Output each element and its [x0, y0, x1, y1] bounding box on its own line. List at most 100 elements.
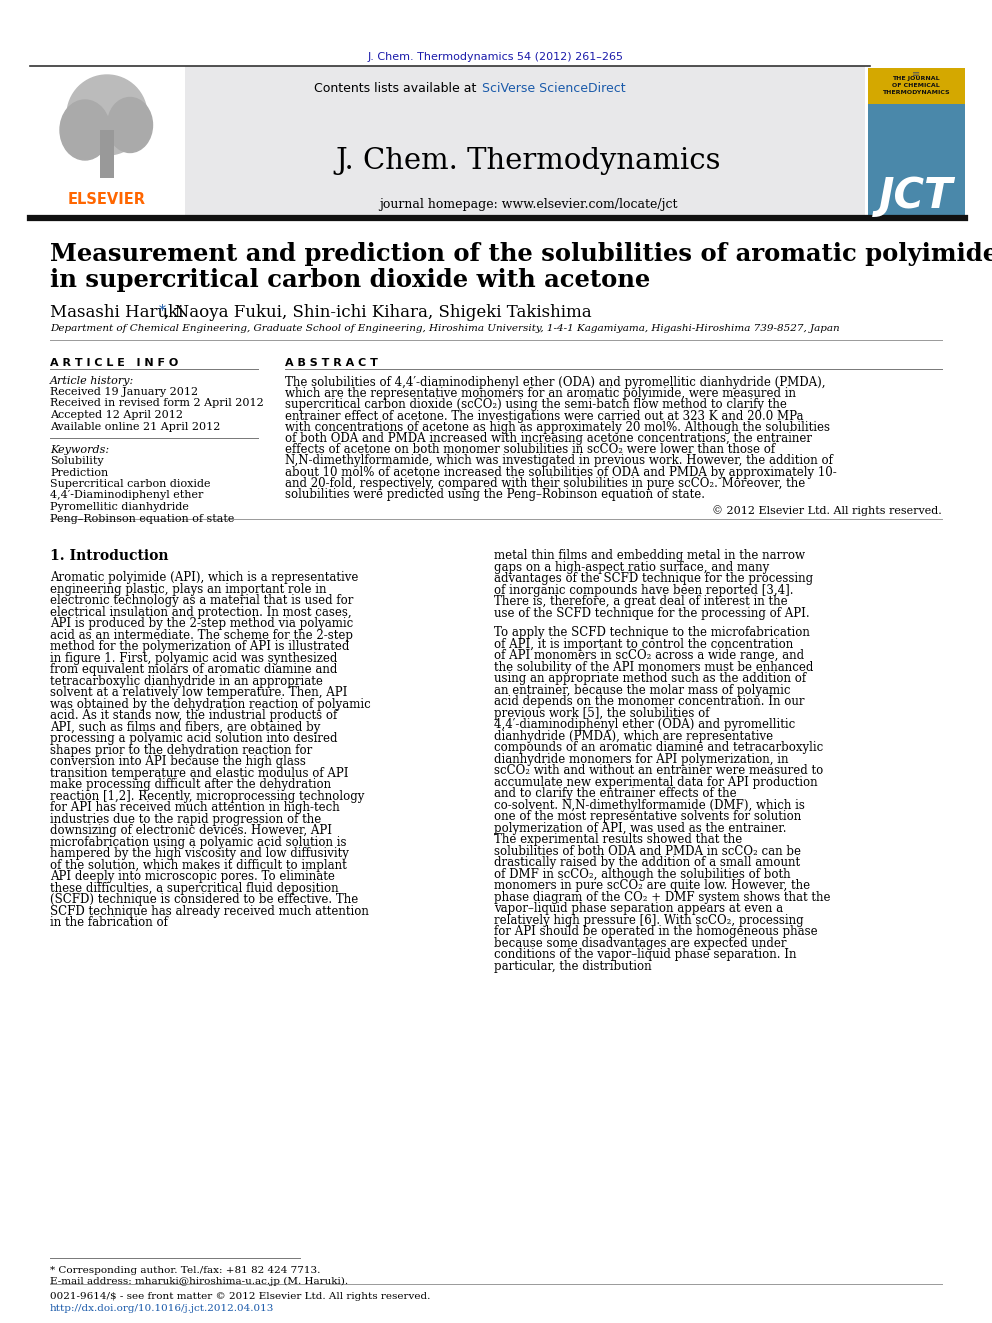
Text: an entrainer, because the molar mass of polyamic: an entrainer, because the molar mass of …	[494, 684, 791, 697]
Text: phase diagram of the CO₂ + DMF system shows that the: phase diagram of the CO₂ + DMF system sh…	[494, 890, 830, 904]
Text: method for the polymerization of API is illustrated: method for the polymerization of API is …	[50, 640, 349, 654]
Text: solvent at a relatively low temperature. Then, API: solvent at a relatively low temperature.…	[50, 687, 347, 699]
Text: in figure 1. First, polyamic acid was synthesized: in figure 1. First, polyamic acid was sy…	[50, 652, 337, 664]
Text: 1. Introduction: 1. Introduction	[50, 549, 169, 564]
Text: The solubilities of 4,4′-diaminodiphenyl ether (ODA) and pyromellitic dianhydrid: The solubilities of 4,4′-diaminodiphenyl…	[285, 376, 825, 389]
Text: Department of Chemical Engineering, Graduate School of Engineering, Hiroshima Un: Department of Chemical Engineering, Grad…	[50, 324, 839, 333]
Text: reaction [1,2]. Recently, microprocessing technology: reaction [1,2]. Recently, microprocessin…	[50, 790, 364, 803]
Text: and to clarify the entrainer effects of the: and to clarify the entrainer effects of …	[494, 787, 737, 800]
Text: previous work [5], the solubilities of: previous work [5], the solubilities of	[494, 706, 709, 720]
Text: using an appropriate method such as the addition of: using an appropriate method such as the …	[494, 672, 806, 685]
Text: API deeply into microscopic pores. To eliminate: API deeply into microscopic pores. To el…	[50, 871, 335, 884]
Ellipse shape	[60, 101, 110, 160]
Text: * Corresponding author. Tel./fax: +81 82 424 7713.: * Corresponding author. Tel./fax: +81 82…	[50, 1266, 320, 1275]
Text: JCT: JCT	[879, 175, 953, 217]
Text: make processing difficult after the dehydration: make processing difficult after the dehy…	[50, 778, 331, 791]
Text: acid. As it stands now, the industrial products of: acid. As it stands now, the industrial p…	[50, 709, 337, 722]
Text: one of the most representative solvents for solution: one of the most representative solvents …	[494, 810, 802, 823]
Text: ELSEVIER: ELSEVIER	[68, 192, 146, 206]
Text: advantages of the SCFD technique for the processing: advantages of the SCFD technique for the…	[494, 573, 813, 585]
Text: vapor–liquid phase separation appears at even a: vapor–liquid phase separation appears at…	[494, 902, 783, 916]
Text: http://dx.doi.org/10.1016/j.jct.2012.04.013: http://dx.doi.org/10.1016/j.jct.2012.04.…	[50, 1304, 275, 1312]
Text: of both ODA and PMDA increased with increasing acetone concentrations, the entra: of both ODA and PMDA increased with incr…	[285, 433, 812, 445]
Text: *: *	[159, 304, 166, 318]
Text: was obtained by the dehydration reaction of polyamic: was obtained by the dehydration reaction…	[50, 697, 371, 710]
Text: A R T I C L E   I N F O: A R T I C L E I N F O	[50, 359, 179, 368]
Text: , Naoya Fukui, Shin-ichi Kihara, Shigeki Takishima: , Naoya Fukui, Shin-ichi Kihara, Shigeki…	[164, 304, 591, 321]
Text: N,N-dimethylformamide, which was investigated in previous work. However, the add: N,N-dimethylformamide, which was investi…	[285, 454, 833, 467]
Text: There is, therefore, a great deal of interest in the: There is, therefore, a great deal of int…	[494, 595, 788, 609]
Text: in the fabrication of: in the fabrication of	[50, 917, 168, 929]
Text: dianhydride monomers for API polymerization, in: dianhydride monomers for API polymerizat…	[494, 753, 789, 766]
Text: transition temperature and elastic modulus of API: transition temperature and elastic modul…	[50, 767, 348, 779]
Text: conditions of the vapor–liquid phase separation. In: conditions of the vapor–liquid phase sep…	[494, 949, 797, 962]
Text: hampered by the high viscosity and low diffusivity: hampered by the high viscosity and low d…	[50, 847, 349, 860]
Text: the solubility of the API monomers must be enhanced: the solubility of the API monomers must …	[494, 660, 813, 673]
Text: conversion into API because the high glass: conversion into API because the high gla…	[50, 755, 306, 769]
Text: 0021-9614/$ - see front matter © 2012 Elsevier Ltd. All rights reserved.: 0021-9614/$ - see front matter © 2012 El…	[50, 1293, 431, 1301]
Text: E-mail address: mharuki@hiroshima-u.ac.jp (M. Haruki).: E-mail address: mharuki@hiroshima-u.ac.j…	[50, 1277, 348, 1286]
Text: SciVerse ScienceDirect: SciVerse ScienceDirect	[482, 82, 626, 95]
Bar	[868, 66, 965, 218]
Text: accumulate new experimental data for API production: accumulate new experimental data for API…	[494, 775, 817, 789]
Text: and 20-fold, respectively, compared with their solubilities in pure scCO₂. Moreo: and 20-fold, respectively, compared with…	[285, 476, 806, 490]
Text: © 2012 Elsevier Ltd. All rights reserved.: © 2012 Elsevier Ltd. All rights reserved…	[712, 505, 942, 516]
Text: Article history:: Article history:	[50, 376, 134, 386]
Text: THE JOURNAL: THE JOURNAL	[892, 75, 939, 81]
Text: electrical insulation and protection. In most cases,: electrical insulation and protection. In…	[50, 606, 351, 619]
Text: use of the SCFD technique for the processing of API.: use of the SCFD technique for the proces…	[494, 607, 809, 619]
Text: SCFD technique has already received much attention: SCFD technique has already received much…	[50, 905, 369, 918]
Text: these difficulties, a supercritical fluid deposition: these difficulties, a supercritical flui…	[50, 881, 338, 894]
Text: Received in revised form 2 April 2012: Received in revised form 2 April 2012	[50, 398, 264, 409]
Text: metal thin films and embedding metal in the narrow: metal thin films and embedding metal in …	[494, 549, 805, 562]
Text: Prediction: Prediction	[50, 467, 108, 478]
Text: A B S T R A C T: A B S T R A C T	[285, 359, 378, 368]
Text: processing a polyamic acid solution into desired: processing a polyamic acid solution into…	[50, 732, 337, 745]
Text: Keywords:: Keywords:	[50, 445, 109, 455]
Ellipse shape	[67, 75, 147, 155]
Text: Supercritical carbon dioxide: Supercritical carbon dioxide	[50, 479, 210, 490]
Text: dianhydride (PMDA), which are representative: dianhydride (PMDA), which are representa…	[494, 730, 773, 742]
Text: 4,4′-diaminodiphenyl ether (ODA) and pyromellitic: 4,4′-diaminodiphenyl ether (ODA) and pyr…	[494, 718, 796, 732]
Text: Peng–Robinson equation of state: Peng–Robinson equation of state	[50, 513, 234, 524]
Text: The experimental results showed that the: The experimental results showed that the	[494, 833, 742, 847]
Text: of the solution, which makes it difficult to implant: of the solution, which makes it difficul…	[50, 859, 347, 872]
Text: Pyromellitic dianhydride: Pyromellitic dianhydride	[50, 501, 188, 512]
Text: Contents lists available at: Contents lists available at	[313, 82, 480, 95]
Text: because some disadvantages are expected under: because some disadvantages are expected …	[494, 937, 787, 950]
Text: Received 19 January 2012: Received 19 January 2012	[50, 388, 198, 397]
Ellipse shape	[107, 98, 153, 152]
Text: (SCFD) technique is considered to be effective. The: (SCFD) technique is considered to be eff…	[50, 893, 358, 906]
Text: effects of acetone on both monomer solubilities in scCO₂ were lower than those o: effects of acetone on both monomer solub…	[285, 443, 775, 456]
Text: Measurement and prediction of the solubilities of aromatic polyimide monomers: Measurement and prediction of the solubi…	[50, 242, 992, 266]
Text: of API, it is important to control the concentration: of API, it is important to control the c…	[494, 638, 794, 651]
Text: polymerization of API, was used as the entrainer.: polymerization of API, was used as the e…	[494, 822, 787, 835]
Text: entrainer effect of acetone. The investigations were carried out at 323 K and 20: entrainer effect of acetone. The investi…	[285, 410, 804, 422]
Text: for API has received much attention in high-tech: for API has received much attention in h…	[50, 802, 339, 814]
Text: scCO₂ with and without an entrainer were measured to: scCO₂ with and without an entrainer were…	[494, 765, 823, 777]
Text: drastically raised by the addition of a small amount: drastically raised by the addition of a …	[494, 856, 801, 869]
Text: monomers in pure scCO₂ are quite low. However, the: monomers in pure scCO₂ are quite low. Ho…	[494, 880, 810, 892]
Text: of API monomers in scCO₂ across a wide range, and: of API monomers in scCO₂ across a wide r…	[494, 650, 805, 663]
Text: Solubility: Solubility	[50, 456, 103, 466]
Bar	[185, 66, 865, 218]
Text: for API should be operated in the homogeneous phase: for API should be operated in the homoge…	[494, 925, 817, 938]
Text: solubilities were predicted using the Peng–Robinson equation of state.: solubilities were predicted using the Pe…	[285, 488, 705, 501]
Text: J. Chem. Thermodynamics: J. Chem. Thermodynamics	[335, 147, 721, 175]
Text: supercritical carbon dioxide (scCO₂) using the semi-batch flow method to clarify: supercritical carbon dioxide (scCO₂) usi…	[285, 398, 787, 411]
Bar	[100, 130, 114, 179]
Text: Aromatic polyimide (API), which is a representative: Aromatic polyimide (API), which is a rep…	[50, 572, 358, 585]
Text: in supercritical carbon dioxide with acetone: in supercritical carbon dioxide with ace…	[50, 269, 650, 292]
Bar	[868, 66, 965, 105]
Text: ≡: ≡	[912, 69, 920, 79]
Text: with concentrations of acetone as high as approximately 20 mol%. Although the so: with concentrations of acetone as high a…	[285, 421, 830, 434]
Text: electronic technology as a material that is used for: electronic technology as a material that…	[50, 594, 353, 607]
Text: co-solvent. N,N-dimethylformamide (DMF), which is: co-solvent. N,N-dimethylformamide (DMF),…	[494, 799, 805, 812]
Bar	[868, 50, 965, 67]
Text: acid as an intermediate. The scheme for the 2-step: acid as an intermediate. The scheme for …	[50, 628, 353, 642]
Text: OF CHEMICAL: OF CHEMICAL	[892, 83, 939, 89]
Text: of DMF in scCO₂, although the solubilities of both: of DMF in scCO₂, although the solubiliti…	[494, 868, 791, 881]
Bar	[30, 67, 185, 216]
Text: Masashi Haruki: Masashi Haruki	[50, 304, 184, 321]
Text: engineering plastic, plays an important role in: engineering plastic, plays an important …	[50, 582, 326, 595]
